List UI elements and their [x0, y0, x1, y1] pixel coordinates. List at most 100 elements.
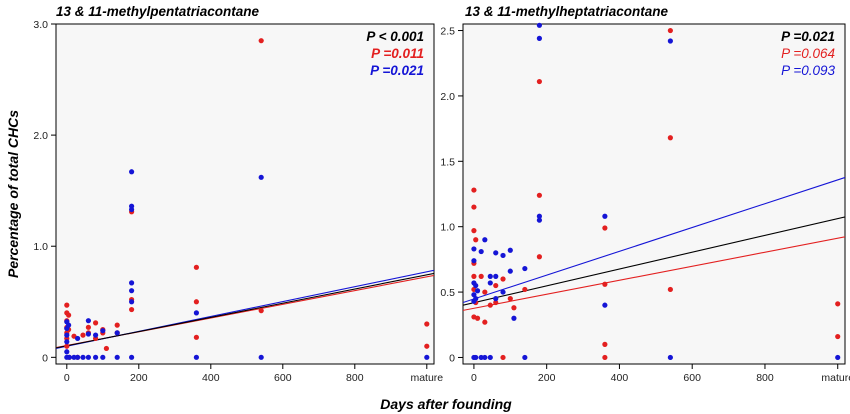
x-tick-label: 600: [274, 372, 292, 384]
data-point: [536, 213, 543, 219]
data-point: [103, 345, 109, 352]
data-point: [193, 310, 199, 316]
data-point: [493, 273, 499, 279]
data-point: [536, 254, 543, 260]
data-point: [835, 354, 841, 361]
data-point: [258, 354, 264, 360]
data-point: [193, 299, 199, 305]
p-value-label: P =0.093: [781, 63, 835, 78]
data-point: [64, 349, 70, 355]
data-point: [511, 305, 517, 311]
y-tick-label: 0: [449, 352, 455, 364]
data-point: [500, 289, 506, 295]
data-point: [474, 315, 481, 321]
y-tick-label: 3.0: [33, 19, 48, 31]
data-point: [64, 343, 70, 349]
data-point: [500, 354, 506, 361]
x-tick-label: 400: [611, 372, 629, 384]
data-point: [473, 354, 479, 361]
data-point: [80, 354, 86, 360]
data-point: [71, 354, 77, 360]
data-point: [129, 299, 135, 305]
data-point: [487, 280, 493, 286]
data-point: [471, 292, 477, 298]
data-point: [93, 332, 99, 338]
x-tick-label: 0: [471, 372, 477, 384]
data-point: [602, 354, 608, 361]
data-point: [471, 204, 477, 210]
y-tick-label: 2.0: [440, 91, 455, 103]
plot-area: [55, 23, 435, 365]
data-point: [522, 265, 528, 272]
data-point: [536, 35, 543, 41]
data-point: [536, 78, 543, 85]
y-tick-label: 0: [42, 352, 48, 364]
data-point: [474, 288, 481, 294]
data-point: [507, 296, 513, 302]
data-point: [424, 321, 430, 327]
x-tick-label: 800: [756, 372, 774, 384]
data-point: [500, 276, 506, 282]
data-point: [835, 333, 841, 340]
data-point: [536, 192, 543, 198]
data-point: [487, 302, 493, 308]
data-point: [667, 135, 673, 141]
data-point: [64, 332, 70, 338]
data-point: [114, 330, 120, 336]
data-point: [471, 228, 477, 234]
data-point: [193, 264, 199, 270]
data-point: [602, 302, 608, 308]
data-point: [129, 306, 135, 313]
p-value-label: P =0.021: [370, 63, 424, 78]
data-point: [602, 341, 608, 347]
data-point: [493, 299, 499, 306]
regression-line: [463, 236, 845, 311]
data-point: [507, 247, 513, 253]
y-tick-label: 1.0: [33, 241, 48, 253]
data-point: [129, 169, 135, 175]
p-value-label: P < 0.001: [366, 29, 424, 44]
data-point: [93, 354, 99, 360]
data-point: [602, 225, 608, 231]
panel-left: 13 & 11-methylpentatriacontane 0 200 400 60…: [33, 4, 443, 384]
data-point: [667, 38, 673, 44]
data-point: [258, 38, 264, 44]
data-point: [482, 237, 488, 243]
data-point: [129, 206, 135, 213]
data-point: [85, 324, 91, 330]
x-tick-label: 800: [346, 372, 364, 384]
data-point: [129, 354, 135, 360]
data-point: [193, 334, 199, 340]
x-tick-label: mature: [821, 372, 850, 384]
x-tick-label: 0: [64, 372, 70, 384]
x-tick-label: 400: [202, 372, 220, 384]
regression-line: [463, 216, 845, 306]
data-point: [424, 343, 430, 349]
regression-line: [56, 272, 434, 349]
data-point: [100, 354, 106, 360]
data-point: [114, 354, 120, 360]
p-value-label: P =0.064: [781, 46, 835, 61]
x-tick-label: mature: [410, 372, 443, 384]
data-point: [522, 354, 528, 361]
data-point: [482, 289, 488, 295]
x-tick-label: 600: [683, 372, 701, 384]
regression-line: [463, 176, 845, 304]
data-point: [258, 174, 264, 180]
data-point: [129, 288, 135, 294]
data-point: [80, 332, 86, 338]
y-tick-label: 1.5: [440, 156, 455, 168]
data-point: [478, 354, 484, 361]
data-point: [258, 308, 264, 314]
data-point: [500, 252, 506, 259]
data-point: [66, 322, 72, 328]
p-value-label: P =0.011: [371, 46, 424, 61]
data-point: [193, 354, 199, 360]
data-point: [66, 354, 72, 360]
p-value-label: P =0.021: [781, 29, 835, 44]
data-point: [511, 315, 517, 321]
data-point: [424, 354, 430, 360]
y-tick-label: 0.5: [440, 287, 455, 299]
data-point: [667, 286, 673, 293]
